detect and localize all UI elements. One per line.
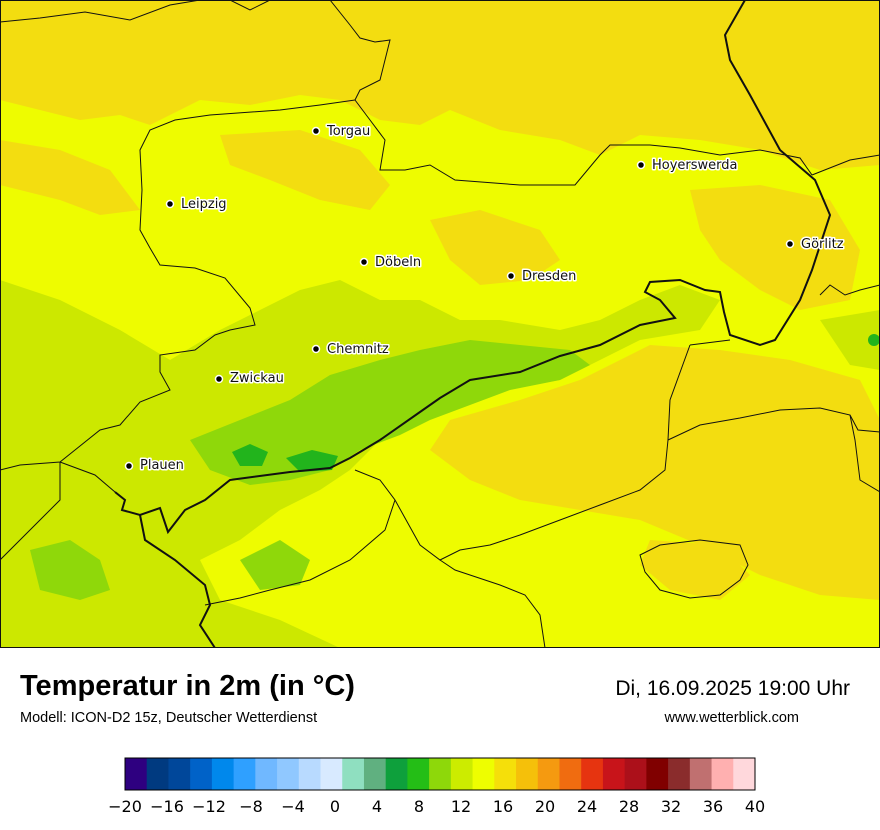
warm-zone-east bbox=[690, 185, 860, 310]
legend-swatch bbox=[516, 758, 539, 790]
legend-swatches bbox=[124, 757, 756, 791]
legend-swatch bbox=[429, 758, 452, 790]
legend-swatch bbox=[190, 758, 213, 790]
border-bavaria bbox=[0, 462, 61, 561]
legend-tick-label: −4 bbox=[281, 797, 305, 816]
national-border-southwest bbox=[139, 514, 216, 648]
legend-swatch bbox=[363, 758, 387, 790]
city-markers: Torgau Hoyerswerda Leipzig Görlitz Döbel… bbox=[124, 123, 845, 475]
legend-tick-label: 20 bbox=[535, 797, 555, 816]
legend-swatch bbox=[711, 758, 734, 790]
state-border-south bbox=[59, 461, 116, 493]
city-plauen: Plauen bbox=[124, 457, 185, 475]
legend-swatch bbox=[277, 758, 300, 790]
legend-swatch bbox=[559, 758, 582, 790]
legend-swatch bbox=[146, 758, 169, 790]
mid-green-patch-vogtland bbox=[30, 540, 110, 600]
legend-swatch bbox=[450, 758, 474, 790]
legend-swatch bbox=[255, 758, 278, 790]
model-source: Modell: ICON-D2 15z, Deutscher Wetterdie… bbox=[20, 710, 318, 726]
legend-tick-label: 0 bbox=[330, 797, 340, 816]
city-label-dresden: Dresden bbox=[522, 269, 576, 284]
legend-swatch bbox=[494, 758, 517, 790]
city-label-hoyerswerda: Hoyerswerda bbox=[652, 158, 738, 173]
legend-tick-label: 32 bbox=[661, 797, 681, 816]
city-goerlitz: Görlitz bbox=[785, 236, 845, 254]
legend-tick-label: 28 bbox=[619, 797, 639, 816]
legend-tick-label: −8 bbox=[239, 797, 263, 816]
city-chemnitz: Chemnitz bbox=[311, 341, 390, 359]
temperature-map: Torgau Hoyerswerda Leipzig Görlitz Döbel… bbox=[0, 0, 880, 648]
warm-zone-northwest bbox=[0, 140, 140, 215]
legend-swatch bbox=[233, 758, 256, 790]
warm-zone-torgau bbox=[220, 130, 390, 210]
legend-tick-label: 24 bbox=[577, 797, 597, 816]
legend-swatch bbox=[298, 758, 322, 790]
legend-tick-label: −20 bbox=[108, 797, 142, 816]
legend-swatch bbox=[646, 758, 669, 790]
city-doebeln: Döbeln bbox=[359, 254, 423, 272]
warm-zones bbox=[0, 0, 880, 600]
border-czech-enclave bbox=[439, 539, 749, 648]
warm-zone-dresden bbox=[430, 210, 560, 285]
warm-zone-southeast-2 bbox=[640, 540, 750, 600]
map-title: Temperatur in 2m (in °C) bbox=[20, 670, 355, 702]
national-border bbox=[114, 0, 832, 535]
legend-tick-label: 36 bbox=[703, 797, 723, 816]
legend-tick-label: 12 bbox=[451, 797, 471, 816]
legend-swatch bbox=[342, 758, 365, 790]
legend-swatch bbox=[320, 758, 343, 790]
city-hoyerswerda: Hoyerswerda bbox=[636, 157, 739, 175]
state-border-west bbox=[0, 99, 356, 471]
city-dresden: Dresden bbox=[506, 268, 578, 286]
warm-zone-southeast bbox=[430, 345, 880, 600]
city-label-torgau: Torgau bbox=[326, 124, 370, 139]
border-poland-east bbox=[811, 154, 880, 433]
legend-swatch bbox=[602, 758, 626, 790]
legend-swatch bbox=[624, 758, 647, 790]
light-green-zone-east bbox=[820, 310, 880, 370]
legend-swatch bbox=[407, 758, 430, 790]
legend-swatch bbox=[472, 758, 495, 790]
forecast-datetime: Di, 16.09.2025 19:00 Uhr bbox=[615, 677, 850, 700]
legend-swatch bbox=[168, 758, 191, 790]
legend-tick-label: −16 bbox=[150, 797, 184, 816]
city-torgau: Torgau bbox=[311, 123, 372, 141]
city-label-leipzig: Leipzig bbox=[181, 197, 227, 212]
legend-swatch bbox=[581, 758, 604, 790]
legend-frame bbox=[124, 757, 756, 791]
mid-green-patch-southwest bbox=[240, 540, 310, 590]
border-czech-east bbox=[667, 339, 880, 493]
city-label-plauen: Plauen bbox=[140, 458, 184, 473]
city-label-doebeln: Döbeln bbox=[375, 255, 421, 270]
legend-swatch bbox=[537, 758, 560, 790]
legend-swatch bbox=[733, 758, 756, 790]
dark-green-spot-1 bbox=[232, 444, 268, 466]
legend-tick-label: 16 bbox=[493, 797, 513, 816]
borders bbox=[0, 0, 880, 648]
warm-zone-north bbox=[0, 0, 880, 170]
legend-swatch bbox=[211, 758, 235, 790]
state-border-north bbox=[0, 0, 813, 186]
legend-swatch bbox=[385, 758, 408, 790]
color-legend: −20 −16 −12 −8 −4 0 4 8 12 16 20 24 28 32 36 40 bbox=[108, 757, 765, 816]
dark-green-spot-2 bbox=[286, 450, 338, 472]
website-link[interactable]: www.wetterblick.com bbox=[664, 710, 799, 726]
legend-tick-label: 40 bbox=[745, 797, 765, 816]
city-label-zwickau: Zwickau bbox=[230, 371, 284, 386]
legend-tick-label: 4 bbox=[372, 797, 382, 816]
legend-tick-label: 8 bbox=[414, 797, 424, 816]
legend-swatch bbox=[689, 758, 713, 790]
dark-green-zones bbox=[232, 334, 880, 472]
legend-tick-label: −12 bbox=[192, 797, 226, 816]
city-zwickau: Zwickau bbox=[214, 370, 285, 388]
legend-swatch bbox=[668, 758, 691, 790]
city-leipzig: Leipzig bbox=[165, 196, 228, 214]
city-label-goerlitz: Görlitz bbox=[801, 237, 844, 252]
city-label-chemnitz: Chemnitz bbox=[327, 342, 389, 357]
legend-ticks: −20 −16 −12 −8 −4 0 4 8 12 16 20 24 28 32 36 40 bbox=[108, 797, 765, 816]
dark-green-spot-3 bbox=[868, 334, 880, 346]
legend-swatch bbox=[125, 758, 148, 790]
